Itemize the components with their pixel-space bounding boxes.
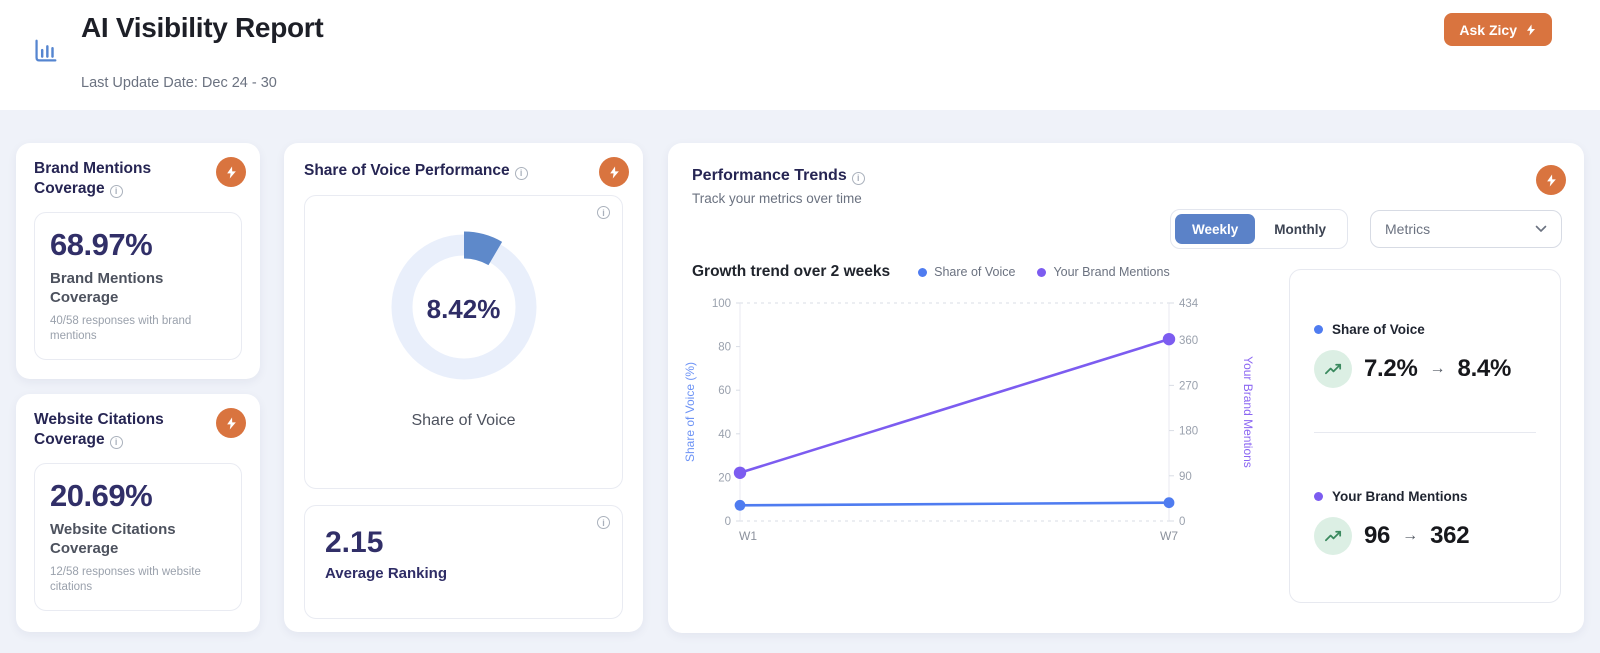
trend-summary-panel: Share of Voice 7.2% → 8.4% xyxy=(1289,269,1561,603)
average-ranking-panel: 2.15 Average Ranking xyxy=(304,505,623,620)
donut-label: Share of Voice xyxy=(411,412,516,430)
donut-chart xyxy=(388,231,539,383)
info-icon[interactable] xyxy=(514,167,528,181)
share-of-voice-card-title: Share of Voice Performance xyxy=(304,161,623,181)
metric-subtext: 40/58 responses with brand mentions xyxy=(50,314,192,343)
brand-mentions-card: Brand Mentions Coverage 68.97% Brand Men… xyxy=(16,143,260,379)
summary-to-value: 362 xyxy=(1430,522,1470,549)
last-update-date: Last Update Date: Dec 24 - 30 xyxy=(81,75,277,91)
svg-text:360: 360 xyxy=(1179,335,1198,347)
metric-value: 20.69% xyxy=(50,478,153,514)
svg-text:270: 270 xyxy=(1179,380,1198,392)
brand-mentions-card-title: Brand Mentions Coverage xyxy=(34,159,192,199)
divider xyxy=(1314,432,1536,433)
svg-text:20: 20 xyxy=(718,472,731,484)
legend-dot xyxy=(918,267,928,277)
zap-badge[interactable] xyxy=(599,157,629,187)
ask-zicy-button[interactable]: Ask Zicy xyxy=(1444,13,1552,46)
chart-legend: Share of Voice Your Brand Mentions xyxy=(918,265,1170,279)
donut-chart-panel: 8.42% Share of Voice xyxy=(304,195,623,490)
brand-mentions-summary: Your Brand Mentions 96 → 362 xyxy=(1314,489,1536,555)
lightning-icon xyxy=(1527,24,1535,35)
series-dot xyxy=(1314,325,1323,334)
metrics-dropdown[interactable]: Metrics xyxy=(1370,210,1562,248)
share-of-voice-summary: Share of Voice 7.2% → 8.4% xyxy=(1314,322,1536,388)
chart-header: Growth trend over 2 weeks Share of Voice… xyxy=(692,263,1170,281)
weekly-tab[interactable]: Weekly xyxy=(1175,214,1256,244)
lightning-icon xyxy=(226,417,236,429)
summary-label: Your Brand Mentions xyxy=(1332,489,1468,504)
performance-trends-subtitle: Track your metrics over time xyxy=(692,191,862,206)
average-ranking-value: 2.15 xyxy=(325,526,384,560)
info-icon[interactable] xyxy=(597,206,610,220)
svg-text:90: 90 xyxy=(1179,471,1192,483)
period-toggle: Weekly Monthly xyxy=(1170,209,1349,249)
trending-up-icon xyxy=(1314,517,1352,555)
metric-label: Brand Mentions Coverage xyxy=(50,270,164,307)
zap-badge[interactable] xyxy=(216,157,246,187)
share-of-voice-donut: 8.42% xyxy=(380,223,548,396)
summary-from-value: 7.2% xyxy=(1364,355,1418,382)
trending-up-icon xyxy=(1314,350,1352,388)
legend-item-brand-mentions: Your Brand Mentions xyxy=(1037,265,1170,279)
svg-text:Your Brand Mentions: Your Brand Mentions xyxy=(1241,356,1255,468)
growth-trend-line-chart: 0 20 40 60 80 100 0 90 180 270 360 434 W1 W7 Share of … xyxy=(683,298,1255,543)
svg-text:Share of Voice (%): Share of Voice (%) xyxy=(683,362,697,462)
svg-text:W1: W1 xyxy=(739,529,757,543)
series-dot xyxy=(1314,492,1323,501)
arrow-right-icon: → xyxy=(1402,527,1419,544)
svg-text:0: 0 xyxy=(1179,516,1185,528)
performance-trends-card: Performance Trends Track your metrics ov… xyxy=(668,143,1584,633)
info-icon[interactable] xyxy=(109,436,123,450)
svg-text:40: 40 xyxy=(718,429,731,441)
metric-subtext: 12/58 responses with website citations xyxy=(50,565,201,594)
svg-text:180: 180 xyxy=(1179,426,1198,438)
lightning-icon xyxy=(609,166,619,178)
summary-label: Share of Voice xyxy=(1332,322,1425,337)
metric-value: 68.97% xyxy=(50,227,153,263)
arrow-right-icon: → xyxy=(1429,360,1446,377)
zap-badge[interactable] xyxy=(216,408,246,438)
share-of-voice-card: Share of Voice Performance 8.42% Share o… xyxy=(284,143,643,632)
svg-text:100: 100 xyxy=(712,298,731,310)
chevron-down-icon xyxy=(1535,225,1547,232)
lightning-icon xyxy=(1546,174,1556,186)
chart-title: Growth trend over 2 weeks xyxy=(692,263,891,280)
info-icon[interactable] xyxy=(109,185,123,199)
svg-text:60: 60 xyxy=(718,385,731,397)
summary-from-value: 96 xyxy=(1364,522,1391,549)
metric-box: 20.69% Website Citations Coverage 12/58 … xyxy=(34,463,242,611)
header: AI Visibility Report Last Update Date: D… xyxy=(0,0,1600,110)
metric-label: Website Citations Coverage xyxy=(50,521,176,558)
info-icon[interactable] xyxy=(597,516,610,530)
performance-trends-title: Performance Trends xyxy=(692,167,865,185)
legend-dot xyxy=(1037,267,1047,277)
summary-to-value: 8.4% xyxy=(1457,355,1512,382)
svg-text:W7: W7 xyxy=(1160,529,1178,543)
svg-text:434: 434 xyxy=(1179,298,1199,310)
lightning-icon xyxy=(226,166,236,178)
website-citations-card: Website Citations Coverage 20.69% Websit… xyxy=(16,394,260,632)
donut-center-value: 8.42% xyxy=(426,294,501,325)
performance-trends-header: Performance Trends Track your metrics ov… xyxy=(692,167,865,206)
svg-text:0: 0 xyxy=(725,516,731,528)
website-citations-card-title: Website Citations Coverage xyxy=(34,410,192,450)
metrics-dropdown-label: Metrics xyxy=(1385,221,1431,237)
monthly-tab[interactable]: Monthly xyxy=(1257,214,1343,244)
zap-badge[interactable] xyxy=(1536,165,1566,195)
svg-text:80: 80 xyxy=(718,342,731,354)
average-ranking-label: Average Ranking xyxy=(325,565,447,583)
ask-zicy-label: Ask Zicy xyxy=(1459,21,1517,38)
legend-item-share-of-voice: Share of Voice xyxy=(918,265,1015,279)
info-icon[interactable] xyxy=(851,171,865,185)
metric-box: 68.97% Brand Mentions Coverage 40/58 res… xyxy=(34,212,242,360)
page-title: AI Visibility Report xyxy=(81,12,324,43)
bar-chart-logo-icon xyxy=(35,39,57,62)
